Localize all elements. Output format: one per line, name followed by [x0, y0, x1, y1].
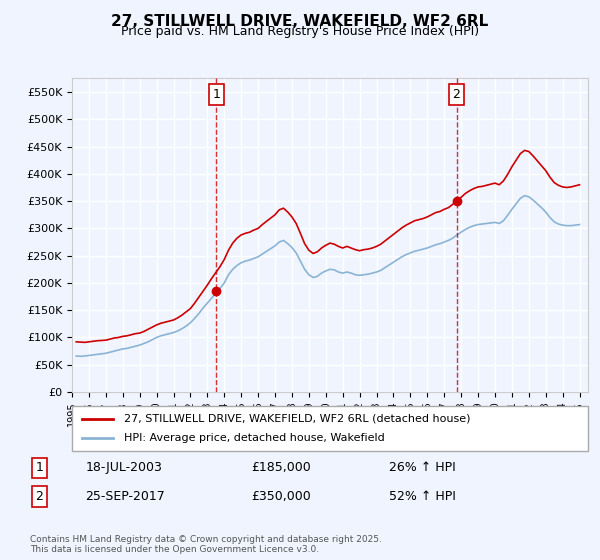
- Text: 27, STILLWELL DRIVE, WAKEFIELD, WF2 6RL: 27, STILLWELL DRIVE, WAKEFIELD, WF2 6RL: [112, 14, 488, 29]
- Text: £350,000: £350,000: [251, 490, 311, 503]
- Text: Price paid vs. HM Land Registry's House Price Index (HPI): Price paid vs. HM Land Registry's House …: [121, 25, 479, 38]
- Text: 27, STILLWELL DRIVE, WAKEFIELD, WF2 6RL (detached house): 27, STILLWELL DRIVE, WAKEFIELD, WF2 6RL …: [124, 413, 470, 423]
- FancyBboxPatch shape: [72, 406, 588, 451]
- Text: HPI: Average price, detached house, Wakefield: HPI: Average price, detached house, Wake…: [124, 433, 385, 444]
- Text: 2: 2: [35, 490, 43, 503]
- Text: 2: 2: [452, 88, 460, 101]
- Text: Contains HM Land Registry data © Crown copyright and database right 2025.
This d: Contains HM Land Registry data © Crown c…: [30, 535, 382, 554]
- Text: 1: 1: [35, 461, 43, 474]
- Text: 18-JUL-2003: 18-JUL-2003: [85, 461, 162, 474]
- Text: 1: 1: [212, 88, 220, 101]
- Text: 26% ↑ HPI: 26% ↑ HPI: [389, 461, 455, 474]
- Text: 25-SEP-2017: 25-SEP-2017: [85, 490, 165, 503]
- Text: £185,000: £185,000: [251, 461, 311, 474]
- Text: 52% ↑ HPI: 52% ↑ HPI: [389, 490, 455, 503]
